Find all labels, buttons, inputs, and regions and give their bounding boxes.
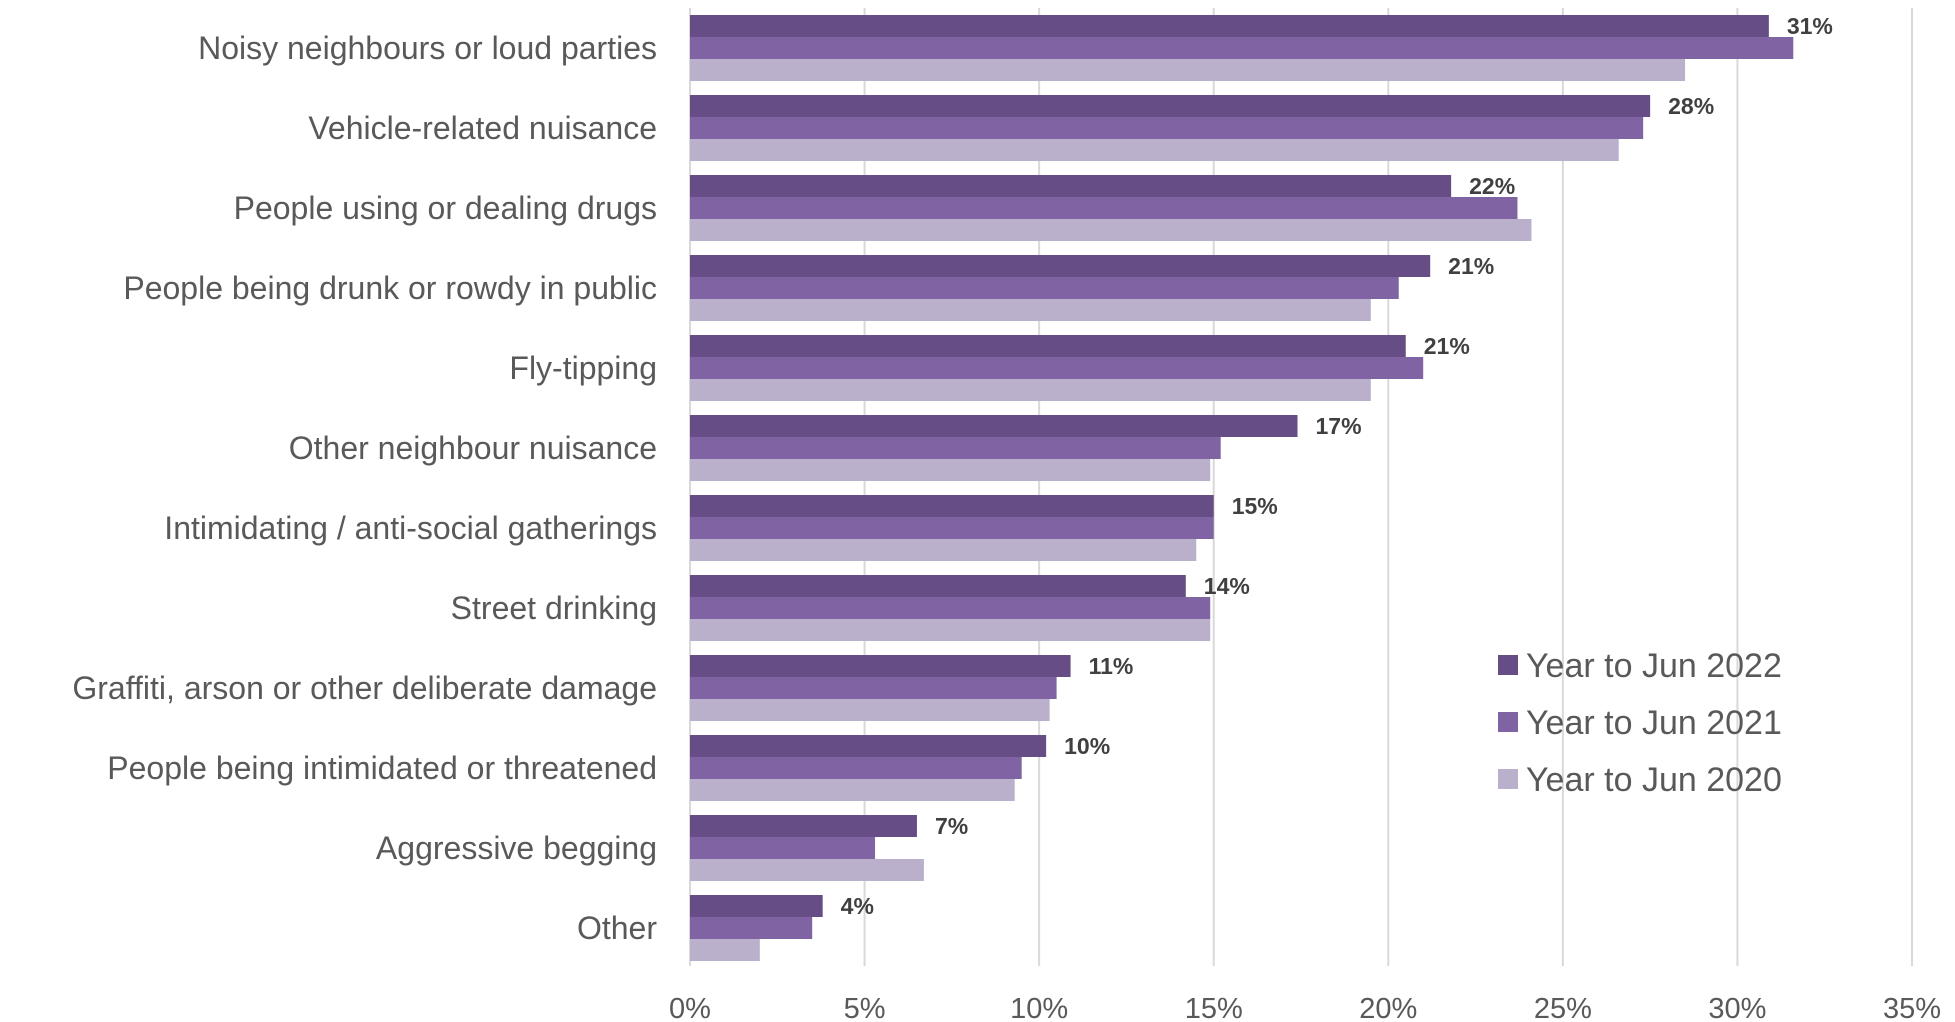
bar: [690, 139, 1619, 161]
gridlines: [689, 8, 1913, 966]
data-label: 14%: [1204, 573, 1250, 599]
bar: [690, 15, 1769, 37]
category-label: Aggressive begging: [376, 830, 657, 866]
x-tick-label: 30%: [1708, 993, 1766, 1022]
data-label: 15%: [1232, 493, 1278, 519]
bar: [690, 219, 1532, 241]
x-tick-label: 15%: [1185, 993, 1243, 1022]
bar: [690, 437, 1221, 459]
bar: [690, 459, 1211, 481]
x-axis-tick-labels: 0% 5% 10% 15% 20% 25% 30% 35%: [669, 993, 1941, 1022]
legend-label: Year to Jun 2022: [1526, 647, 1782, 685]
bar: [690, 255, 1431, 277]
data-label: 17%: [1316, 413, 1362, 439]
x-tick-label: 20%: [1359, 993, 1417, 1022]
legend-swatch: [1498, 769, 1518, 789]
data-label: 21%: [1448, 253, 1494, 279]
bar: [690, 699, 1050, 721]
legend-swatch: [1498, 712, 1518, 732]
bar: [690, 757, 1022, 779]
bar: [690, 597, 1211, 619]
legend: Year to Jun 2022 Year to Jun 2021 Year to …: [1498, 647, 1782, 799]
bar: [690, 415, 1298, 437]
data-label: 11%: [1089, 653, 1134, 679]
bars: [690, 15, 1794, 961]
bar: [690, 859, 924, 881]
x-tick-label: 35%: [1883, 993, 1941, 1022]
x-tick-label: 5%: [844, 993, 886, 1022]
bar: [690, 117, 1644, 139]
legend-label: Year to Jun 2021: [1526, 704, 1782, 742]
bar: [690, 735, 1047, 757]
bar: [690, 59, 1686, 81]
bar: [690, 357, 1424, 379]
x-tick-label: 25%: [1534, 993, 1592, 1022]
bar: [690, 95, 1651, 117]
bar: [690, 197, 1518, 219]
category-label: Graffiti, arson or other deliberate dama…: [72, 670, 657, 706]
data-label: 21%: [1424, 333, 1470, 359]
category-label: Other neighbour nuisance: [289, 430, 657, 466]
bar: [690, 379, 1371, 401]
category-label: Intimidating / anti-social gatherings: [164, 510, 657, 546]
bar: [690, 299, 1371, 321]
category-label: Other: [577, 910, 657, 946]
bar: [690, 517, 1214, 539]
legend-swatch: [1498, 655, 1518, 675]
bar: [690, 277, 1399, 299]
data-label: 4%: [841, 893, 874, 919]
x-tick-label: 0%: [669, 993, 711, 1022]
category-label: Street drinking: [451, 590, 657, 626]
data-label: 28%: [1668, 93, 1714, 119]
bar: [690, 655, 1071, 677]
legend-label: Year to Jun 2020: [1526, 761, 1782, 799]
bar: [690, 619, 1211, 641]
bar: [690, 335, 1406, 357]
data-label: 22%: [1469, 173, 1515, 199]
bar: [690, 175, 1452, 197]
bar: [690, 917, 813, 939]
bar: [690, 539, 1197, 561]
data-label: 31%: [1787, 13, 1833, 39]
bar: [690, 815, 917, 837]
bar: [690, 575, 1186, 597]
data-label: 10%: [1064, 733, 1110, 759]
bar: [690, 677, 1057, 699]
bar: [690, 37, 1794, 59]
category-label: Fly-tipping: [509, 350, 657, 386]
category-label: Vehicle-related nuisance: [308, 110, 657, 146]
category-label: Noisy neighbours or loud parties: [198, 30, 657, 66]
data-labels: 31% 28% 22% 21% 21% 17% 15% 14% 11% 10% 7% 4%: [841, 13, 1833, 919]
data-label: 7%: [935, 813, 968, 839]
x-tick-label: 10%: [1010, 993, 1068, 1022]
bar: [690, 837, 876, 859]
category-label: People being intimidated or threatened: [107, 750, 657, 786]
bar: [690, 779, 1015, 801]
category-label: People being drunk or rowdy in public: [123, 270, 657, 306]
bar: [690, 495, 1214, 517]
category-labels: Noisy neighbours or loud parties Vehicle-…: [72, 30, 657, 946]
category-label: People using or dealing drugs: [234, 190, 657, 226]
bar: [690, 895, 823, 917]
bar: [690, 939, 760, 961]
